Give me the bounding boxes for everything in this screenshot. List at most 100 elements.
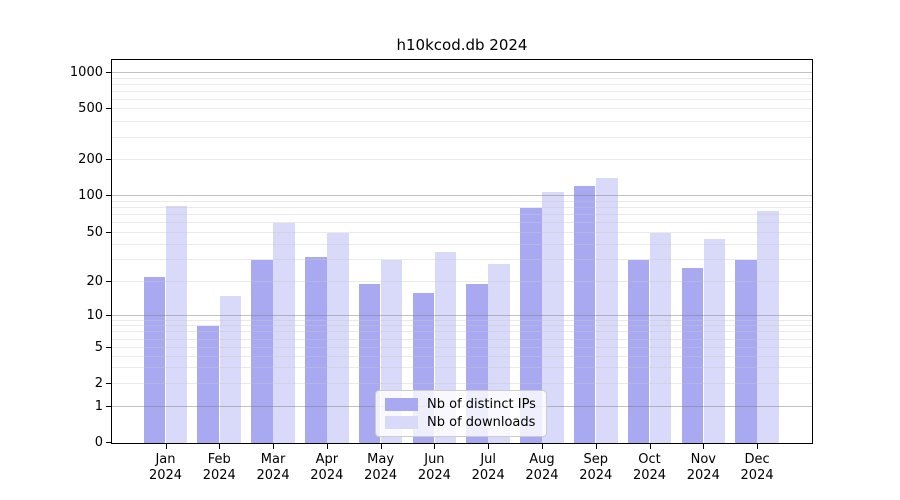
y-tick-mark <box>106 108 111 110</box>
legend: Nb of distinct IPs Nb of downloads <box>375 390 547 437</box>
x-tick-mark <box>488 444 490 449</box>
plot-area: 0 1 2 5 10 20 50 100 200 500 1000 Jan 2024 Feb 2024 Mar… <box>70 59 813 483</box>
bar-distinct-ips <box>197 326 219 443</box>
x-tick-month: Oct <box>638 452 661 467</box>
x-tick-label: Dec 2024 <box>729 452 785 484</box>
x-tick-label: Jan 2024 <box>138 452 194 484</box>
x-tick-label: Mar 2024 <box>245 452 301 484</box>
x-tick-month: Nov <box>690 452 716 467</box>
y-tick-mark <box>106 194 111 196</box>
chart-title: h10kcod.db 2024 <box>396 36 528 54</box>
bar-downloads <box>757 211 779 443</box>
y-tick-mark <box>106 158 111 160</box>
x-tick-year: 2024 <box>686 468 720 483</box>
y-tick-mark <box>106 280 111 282</box>
bars-layer <box>112 60 812 443</box>
bar-distinct-ips <box>305 256 327 443</box>
x-tick-year: 2024 <box>202 468 236 483</box>
legend-swatch-downloads <box>385 416 418 429</box>
y-tick-label: 10 <box>86 307 103 323</box>
x-tick-label: Jun 2024 <box>406 452 462 484</box>
x-tick-month: Jul <box>480 452 497 467</box>
bar-distinct-ips <box>358 284 381 443</box>
x-tick-month: Sep <box>583 452 608 467</box>
x-tick-mark <box>434 444 436 449</box>
bar-distinct-ips <box>735 260 757 443</box>
x-tick-year: 2024 <box>579 468 613 483</box>
x-tick-year: 2024 <box>417 468 451 483</box>
x-tick-mark <box>703 444 705 449</box>
x-tick-mark <box>219 444 221 449</box>
x-tick-mark <box>757 444 759 449</box>
x-tick-year: 2024 <box>525 468 559 483</box>
bar-downloads <box>596 178 618 443</box>
y-tick-mark <box>106 406 111 408</box>
x-tick-label: Jul 2024 <box>460 452 516 484</box>
y-tick-label: 100 <box>78 187 103 203</box>
y-tick-mark <box>106 347 111 349</box>
bar-distinct-ips <box>573 186 596 443</box>
x-tick-year: 2024 <box>364 468 398 483</box>
y-tick-mark <box>106 72 111 74</box>
x-tick-month: Mar <box>260 452 286 467</box>
x-tick-label: May 2024 <box>353 452 409 484</box>
x-tick-month: Feb <box>207 452 231 467</box>
y-tick-label: 0 <box>94 435 103 450</box>
x-tick-label: Oct 2024 <box>622 452 678 484</box>
x-tick-label: Feb 2024 <box>191 452 247 484</box>
legend-swatch-distinct-ips <box>385 398 418 411</box>
bar-downloads <box>165 205 188 443</box>
x-tick-mark <box>326 444 328 449</box>
x-tick-mark <box>380 444 382 449</box>
x-tick-mark <box>649 444 651 449</box>
x-tick-month: Aug <box>529 452 555 467</box>
bar-distinct-ips <box>143 276 166 443</box>
x-tick-month: May <box>367 452 395 467</box>
x-tick-year: 2024 <box>740 468 774 483</box>
bar-distinct-ips <box>520 207 542 443</box>
x-tick-mark <box>595 444 597 449</box>
bar-distinct-ips <box>681 267 703 443</box>
bar-downloads <box>273 223 295 443</box>
y-tick-mark <box>106 382 111 384</box>
bar-distinct-ips <box>251 260 273 443</box>
legend-item-downloads: Nb of downloads <box>385 415 536 430</box>
legend-label-downloads: Nb of downloads <box>427 415 536 430</box>
x-tick-label: Nov 2024 <box>675 452 731 484</box>
x-tick-month: Jan <box>155 452 176 467</box>
y-tick-label: 1000 <box>69 65 103 81</box>
x-tick-month: Jun <box>424 452 445 467</box>
x-tick-year: 2024 <box>148 468 183 483</box>
y-tick-label: 500 <box>78 101 103 117</box>
x-tick-label: Sep 2024 <box>568 452 624 484</box>
y-tick-label: 5 <box>94 340 103 356</box>
y-tick-mark <box>106 232 111 234</box>
y-tick-label: 1 <box>94 399 103 415</box>
bar-downloads <box>703 238 726 443</box>
y-tick-mark <box>106 314 111 316</box>
x-tick-month: Apr <box>315 452 339 467</box>
y-tick-label: 20 <box>86 273 103 289</box>
x-tick-label: Aug 2024 <box>514 452 570 484</box>
bar-downloads <box>542 192 564 443</box>
x-tick-label: Apr 2024 <box>299 452 355 484</box>
bar-downloads <box>649 233 672 443</box>
bar-distinct-ips <box>627 260 650 443</box>
y-tick-label: 200 <box>78 151 103 167</box>
x-tick-mark <box>165 444 167 449</box>
x-tick-mark <box>541 444 543 449</box>
y-tick-label: 2 <box>94 375 103 391</box>
bar-downloads <box>327 233 349 443</box>
y-tick-label: 50 <box>86 225 103 241</box>
x-tick-year: 2024 <box>471 468 505 483</box>
legend-item-distinct-ips: Nb of distinct IPs <box>385 397 536 412</box>
bar-downloads <box>219 295 242 443</box>
x-tick-mark <box>273 444 275 449</box>
legend-label-distinct-ips: Nb of distinct IPs <box>427 397 536 412</box>
x-tick-year: 2024 <box>256 468 290 483</box>
y-tick-mark <box>106 442 111 443</box>
x-tick-year: 2024 <box>310 468 344 483</box>
x-tick-month: Dec <box>744 452 770 467</box>
x-tick-year: 2024 <box>632 468 667 483</box>
